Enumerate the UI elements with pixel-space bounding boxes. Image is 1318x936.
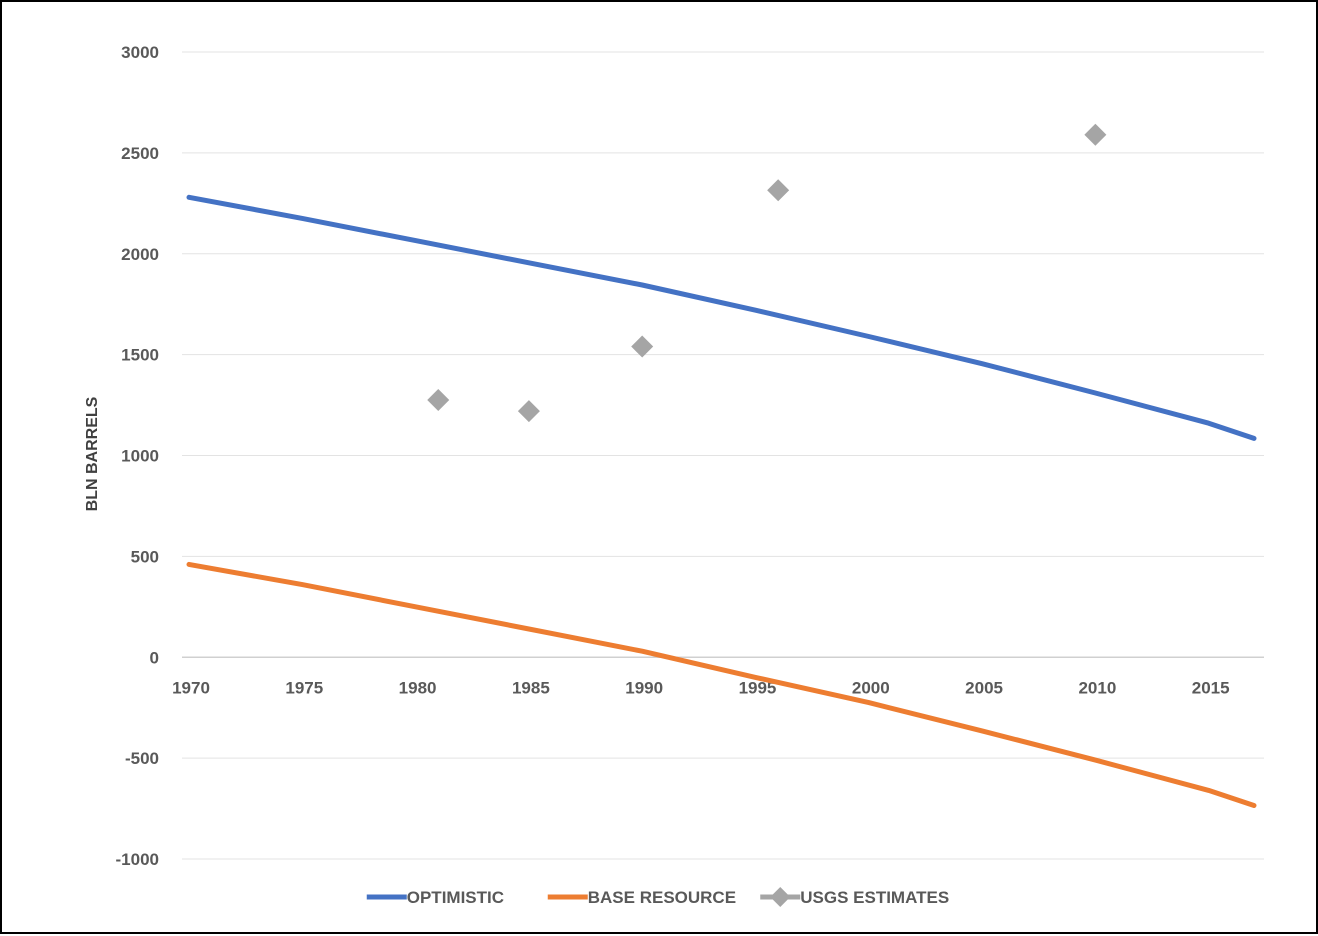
y-tick-label: 500 bbox=[131, 547, 159, 566]
scatter-point-usgs-estimates bbox=[767, 179, 790, 202]
x-axis-tick-labels: 1970 1975 1980 1985 1990 1995 2000 2005 2010 2015 bbox=[172, 678, 1230, 697]
legend: OPTIMISTIC BASE RESOURCE USGS ESTIMATES bbox=[366, 887, 949, 907]
series-line-optimistic bbox=[186, 194, 1257, 441]
scatter-point-usgs-estimates bbox=[631, 335, 654, 358]
y-tick-label: -500 bbox=[125, 749, 159, 768]
x-tick-label: 1995 bbox=[739, 678, 777, 697]
x-tick-label: 1990 bbox=[625, 678, 663, 697]
legend-item-optimistic: OPTIMISTIC bbox=[366, 888, 504, 907]
x-tick-label: 2015 bbox=[1192, 678, 1230, 697]
x-tick-label: 1980 bbox=[399, 678, 437, 697]
y-tick-label: 2500 bbox=[121, 144, 159, 163]
x-tick-label: 1970 bbox=[172, 678, 210, 697]
series-line-base-resource bbox=[186, 561, 1257, 808]
legend-item-usgs-estimates: USGS ESTIMATES bbox=[760, 887, 949, 907]
y-axis-tick-labels: 3000 2500 2000 1500 1000 500 0 -500 -1000 bbox=[116, 43, 159, 869]
legend-item-base-resource: BASE RESOURCE bbox=[547, 888, 736, 907]
x-tick-label: 2000 bbox=[852, 678, 890, 697]
y-tick-label: 0 bbox=[150, 648, 159, 667]
y-tick-label: 1000 bbox=[121, 447, 159, 466]
y-tick-label: 3000 bbox=[121, 43, 159, 62]
legend-swatch-marker bbox=[770, 887, 791, 907]
legend-label: OPTIMISTIC bbox=[407, 888, 504, 907]
x-tick-label: 1985 bbox=[512, 678, 550, 697]
scatter-point-usgs-estimates bbox=[1084, 123, 1107, 146]
y-axis-title: BLN BARRELS bbox=[84, 396, 101, 511]
y-tick-label: 2000 bbox=[121, 245, 159, 264]
gridlines bbox=[182, 51, 1264, 860]
scatter-point-usgs-estimates bbox=[427, 389, 450, 412]
scatter-point-usgs-estimates bbox=[517, 400, 540, 423]
x-tick-label: 2010 bbox=[1078, 678, 1116, 697]
legend-label: USGS ESTIMATES bbox=[800, 888, 949, 907]
x-tick-label: 2005 bbox=[965, 678, 1003, 697]
x-tick-label: 1975 bbox=[285, 678, 323, 697]
y-tick-label: 1500 bbox=[121, 346, 159, 365]
legend-label: BASE RESOURCE bbox=[588, 888, 736, 907]
series-layer bbox=[186, 123, 1257, 808]
y-tick-label: -1000 bbox=[116, 850, 159, 869]
